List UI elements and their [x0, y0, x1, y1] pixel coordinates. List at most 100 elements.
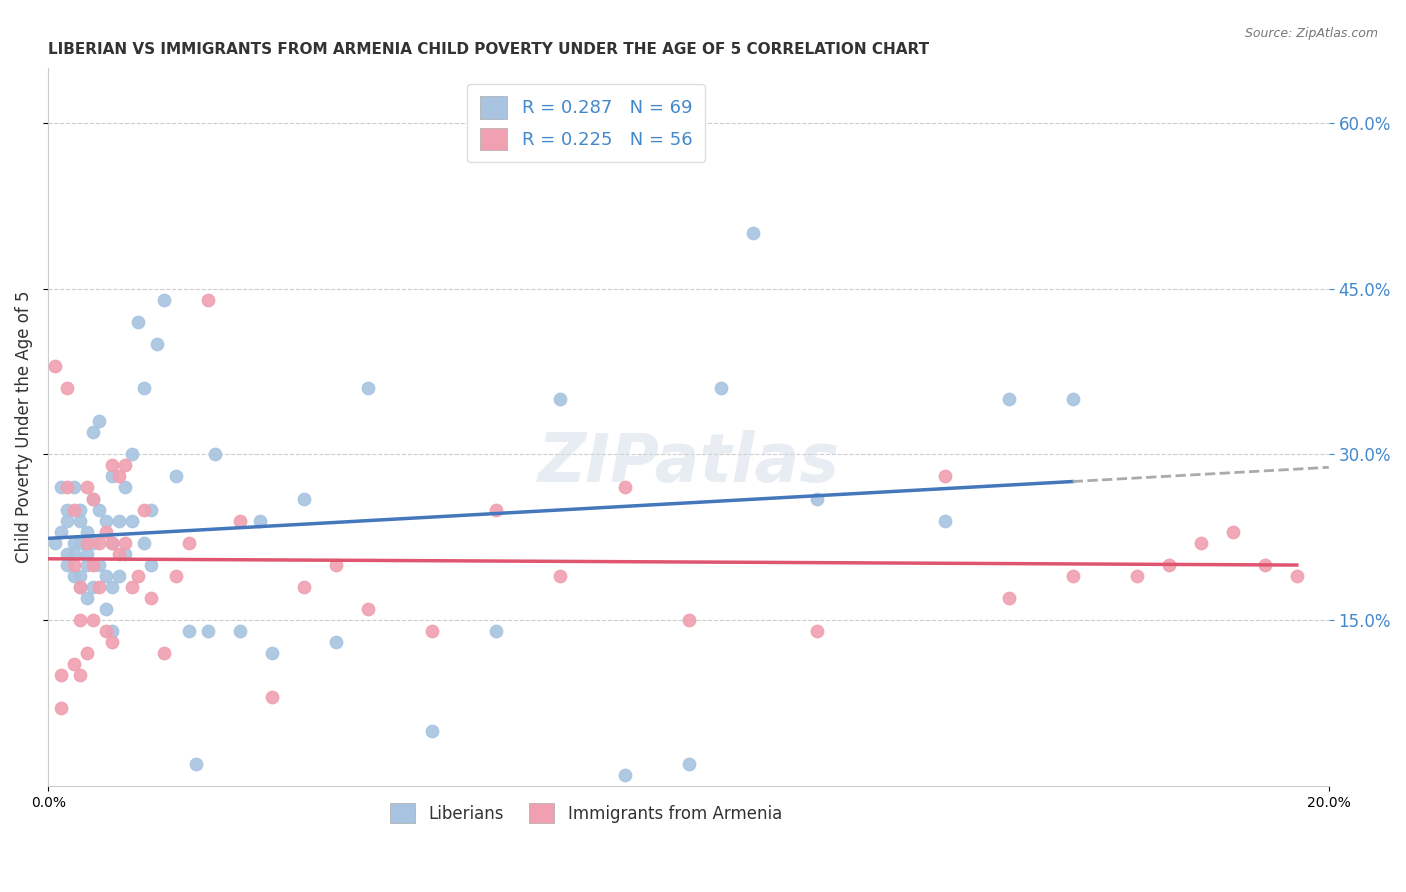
Point: [422, 624, 444, 639]
Point: [152, 293, 174, 307]
Point: [678, 756, 700, 771]
Point: [229, 624, 252, 639]
Point: [76, 591, 98, 605]
Point: [101, 469, 124, 483]
Point: [1062, 569, 1084, 583]
Point: [1125, 569, 1147, 583]
Point: [101, 535, 124, 549]
Point: [204, 447, 226, 461]
Point: [49, 481, 72, 495]
Point: [56, 481, 79, 495]
Point: [262, 646, 284, 660]
Point: [1222, 524, 1244, 539]
Point: [82, 535, 104, 549]
Point: [69, 569, 91, 583]
Point: [69, 580, 91, 594]
Point: [357, 381, 380, 395]
Point: [63, 569, 86, 583]
Point: [997, 392, 1019, 406]
Point: [325, 635, 347, 649]
Point: [613, 768, 636, 782]
Y-axis label: Child Poverty Under the Age of 5: Child Poverty Under the Age of 5: [15, 291, 32, 563]
Point: [89, 535, 111, 549]
Point: [107, 469, 129, 483]
Point: [82, 580, 104, 594]
Point: [82, 425, 104, 440]
Point: [76, 547, 98, 561]
Point: [127, 315, 149, 329]
Point: [292, 491, 315, 506]
Point: [121, 514, 143, 528]
Point: [134, 502, 156, 516]
Point: [101, 624, 124, 639]
Point: [56, 502, 79, 516]
Point: [56, 381, 79, 395]
Point: [121, 447, 143, 461]
Point: [485, 502, 508, 516]
Point: [139, 591, 162, 605]
Point: [197, 624, 219, 639]
Text: ZIPatlas: ZIPatlas: [537, 430, 839, 496]
Point: [127, 569, 149, 583]
Point: [89, 580, 111, 594]
Point: [44, 535, 66, 549]
Point: [134, 381, 156, 395]
Point: [134, 535, 156, 549]
Point: [485, 624, 508, 639]
Point: [101, 535, 124, 549]
Point: [678, 613, 700, 627]
Point: [76, 646, 98, 660]
Point: [82, 491, 104, 506]
Point: [69, 535, 91, 549]
Point: [94, 514, 117, 528]
Point: [197, 293, 219, 307]
Point: [89, 558, 111, 572]
Point: [94, 602, 117, 616]
Point: [152, 646, 174, 660]
Point: [165, 469, 187, 483]
Point: [1062, 392, 1084, 406]
Point: [69, 580, 91, 594]
Point: [550, 569, 572, 583]
Point: [82, 491, 104, 506]
Point: [114, 481, 136, 495]
Point: [806, 491, 828, 506]
Point: [89, 502, 111, 516]
Point: [94, 524, 117, 539]
Point: [114, 535, 136, 549]
Point: [63, 502, 86, 516]
Point: [89, 414, 111, 428]
Point: [56, 558, 79, 572]
Point: [69, 668, 91, 682]
Point: [1285, 569, 1308, 583]
Point: [76, 481, 98, 495]
Point: [94, 569, 117, 583]
Point: [49, 701, 72, 715]
Point: [63, 657, 86, 672]
Point: [1254, 558, 1277, 572]
Point: [44, 359, 66, 373]
Point: [49, 668, 72, 682]
Point: [934, 514, 956, 528]
Point: [146, 336, 169, 351]
Point: [357, 602, 380, 616]
Legend: Liberians, Immigrants from Armenia: Liberians, Immigrants from Armenia: [378, 791, 793, 835]
Point: [179, 624, 201, 639]
Point: [114, 458, 136, 473]
Point: [139, 502, 162, 516]
Point: [49, 524, 72, 539]
Point: [741, 227, 763, 241]
Point: [76, 558, 98, 572]
Point: [69, 514, 91, 528]
Point: [1157, 558, 1180, 572]
Point: [63, 558, 86, 572]
Point: [101, 458, 124, 473]
Text: LIBERIAN VS IMMIGRANTS FROM ARMENIA CHILD POVERTY UNDER THE AGE OF 5 CORRELATION: LIBERIAN VS IMMIGRANTS FROM ARMENIA CHIL…: [48, 42, 929, 57]
Point: [262, 690, 284, 705]
Point: [613, 481, 636, 495]
Point: [63, 481, 86, 495]
Point: [1189, 535, 1212, 549]
Point: [69, 502, 91, 516]
Point: [82, 558, 104, 572]
Point: [934, 469, 956, 483]
